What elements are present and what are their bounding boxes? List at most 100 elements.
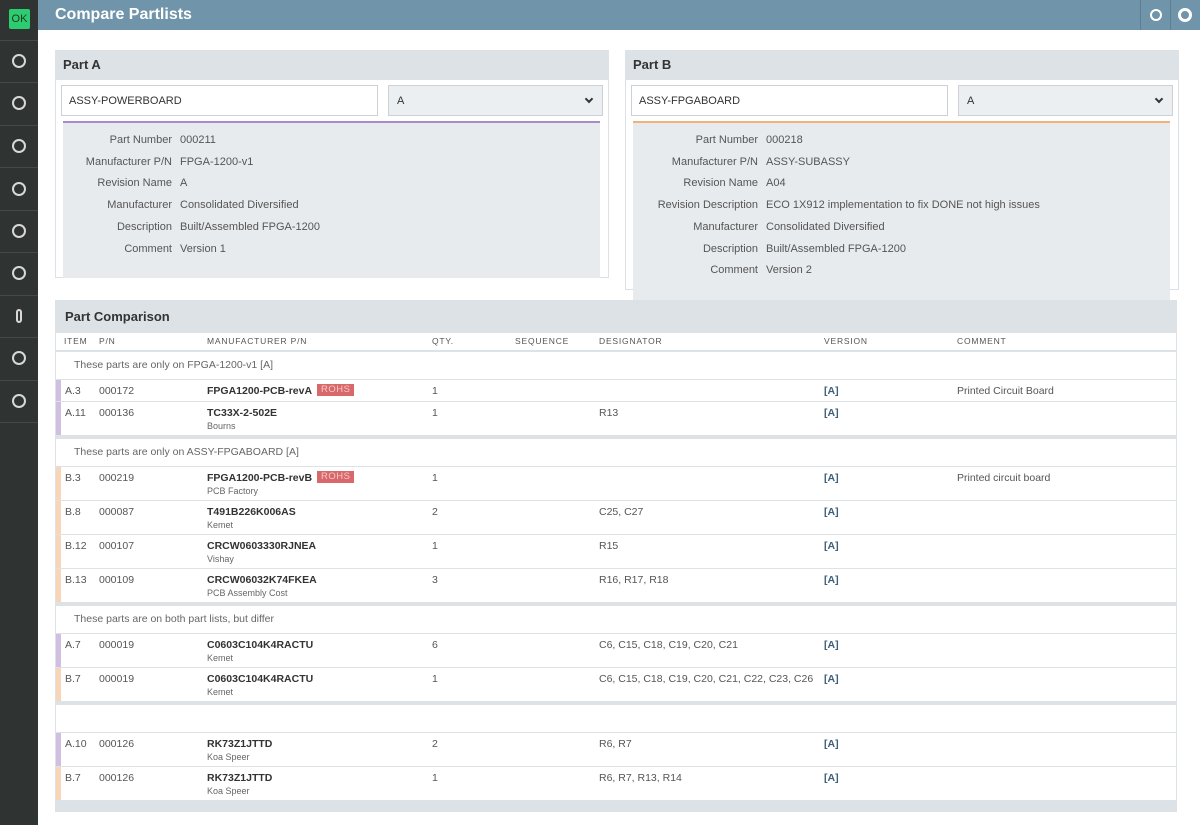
- separator: [1140, 0, 1141, 30]
- quantity: 2: [432, 506, 438, 518]
- item: A.10: [65, 738, 87, 750]
- part-input[interactable]: ASSY-POWERBOARD: [61, 85, 378, 116]
- column-header: SEQUENCE: [515, 336, 570, 346]
- version[interactable]: [A]: [824, 574, 839, 586]
- field-value: ASSY-SUBASSY: [766, 155, 850, 168]
- manufacturer-pn: CRCW06032K74FKEA: [207, 574, 317, 586]
- field-label: Part Number: [109, 134, 172, 146]
- version[interactable]: [A]: [824, 407, 839, 419]
- column-header-row: [56, 333, 1176, 350]
- item: B.3: [65, 472, 81, 484]
- manufacturer-pn: C0603C104K4RACTU: [207, 639, 314, 651]
- manufacturer-pn: FPGA1200-PCB-revA: [207, 385, 313, 397]
- side-marker: [56, 733, 61, 766]
- part-row: [56, 733, 1176, 766]
- part-input[interactable]: ASSY-FPGABOARD: [631, 85, 948, 116]
- version[interactable]: [A]: [824, 540, 839, 552]
- version[interactable]: [A]: [824, 506, 839, 518]
- nav-icon[interactable]: [12, 224, 26, 238]
- side-marker: [56, 501, 61, 534]
- part-row: [56, 569, 1176, 602]
- field-value: Version 1: [180, 242, 226, 255]
- quantity: 1: [432, 673, 438, 685]
- side-marker: [56, 668, 61, 701]
- quantity: 1: [432, 772, 438, 784]
- field-value: A04: [766, 177, 786, 190]
- manufacturer: Koa Speer: [207, 786, 250, 796]
- revision-select[interactable]: A: [388, 85, 603, 116]
- quantity: 6: [432, 639, 438, 651]
- part-number: 000107: [99, 540, 135, 552]
- nav-icon[interactable]: [16, 309, 22, 323]
- panel-header: Part Comparison: [55, 300, 1177, 333]
- version[interactable]: [A]: [824, 738, 839, 750]
- field-label: Manufacturer: [107, 199, 172, 212]
- designator: R13: [599, 407, 619, 419]
- nav-icon[interactable]: [12, 182, 26, 196]
- status-badge[interactable]: OK: [9, 9, 30, 29]
- field-label: Revision Name: [97, 177, 172, 190]
- item: B.13: [65, 574, 87, 586]
- designator: R16, R17, R18: [599, 574, 669, 586]
- item: B.7: [65, 772, 81, 784]
- field-value: Consolidated Diversified: [766, 220, 885, 233]
- part-number: 000126: [99, 772, 135, 784]
- part-number: 000109: [99, 574, 135, 586]
- part-row: [56, 467, 1176, 500]
- rohs-badge: ROHS: [317, 471, 355, 483]
- nav-icon[interactable]: [12, 394, 26, 408]
- version[interactable]: [A]: [824, 472, 839, 484]
- version[interactable]: [A]: [824, 673, 839, 685]
- part-row: [56, 402, 1176, 435]
- column-header: QTY.: [432, 336, 454, 346]
- designator: C6, C15, C18, C19, C20, C21: [599, 639, 738, 651]
- field-label: Description: [702, 242, 758, 255]
- group-label: These parts are only on ASSY-FPGABOARD […: [74, 446, 299, 458]
- separator: [1170, 0, 1171, 30]
- part-row: [56, 535, 1176, 568]
- nav-icon[interactable]: [12, 96, 26, 110]
- nav-icon[interactable]: [12, 351, 26, 365]
- manufacturer-pn: FPGA1200-PCB-revB: [207, 472, 313, 484]
- designator: C25, C27: [599, 506, 644, 518]
- side-marker: [56, 569, 61, 602]
- settings-button[interactable]: [1178, 8, 1192, 22]
- details-box: [63, 123, 600, 279]
- item: B.8: [65, 506, 81, 518]
- nav-icon[interactable]: [12, 54, 26, 68]
- quantity: 1: [432, 385, 438, 397]
- group-label: These parts are on both part lists, but …: [74, 613, 274, 625]
- item: B.12: [65, 540, 87, 552]
- side-marker: [56, 380, 61, 401]
- separator: [0, 167, 38, 168]
- manufacturer: Kemet: [207, 653, 234, 663]
- field-value: Built/Assembled FPGA-1200: [180, 220, 321, 233]
- separator: [0, 252, 38, 253]
- part-number: 000019: [99, 639, 135, 651]
- part-number: 000019: [99, 673, 135, 685]
- field-label: Part Number: [695, 134, 758, 146]
- part-row: [56, 668, 1176, 701]
- part-number: 000136: [99, 407, 135, 419]
- item: A.7: [65, 639, 81, 651]
- nav-icon[interactable]: [12, 266, 26, 280]
- revision-select[interactable]: A: [958, 85, 1173, 116]
- field-label: Comment: [124, 242, 172, 255]
- version[interactable]: [A]: [824, 385, 839, 397]
- quantity: 1: [432, 472, 438, 484]
- manufacturer: Kemet: [207, 687, 234, 697]
- manufacturer-pn: TC33X-2-502E: [207, 407, 278, 419]
- field-label: Manufacturer P/N: [85, 155, 172, 168]
- side-marker: [56, 467, 61, 500]
- item: A.11: [65, 407, 86, 419]
- version[interactable]: [A]: [824, 639, 839, 651]
- nav-icon[interactable]: [12, 139, 26, 153]
- column-header: ITEM: [64, 336, 88, 346]
- manufacturer: Bourns: [207, 421, 236, 431]
- field-label: Revision Description: [657, 199, 758, 212]
- version[interactable]: [A]: [824, 772, 839, 784]
- field-value: FPGA-1200-v1: [180, 155, 254, 168]
- search-button[interactable]: [1150, 9, 1162, 21]
- field-label: Revision Name: [683, 177, 758, 190]
